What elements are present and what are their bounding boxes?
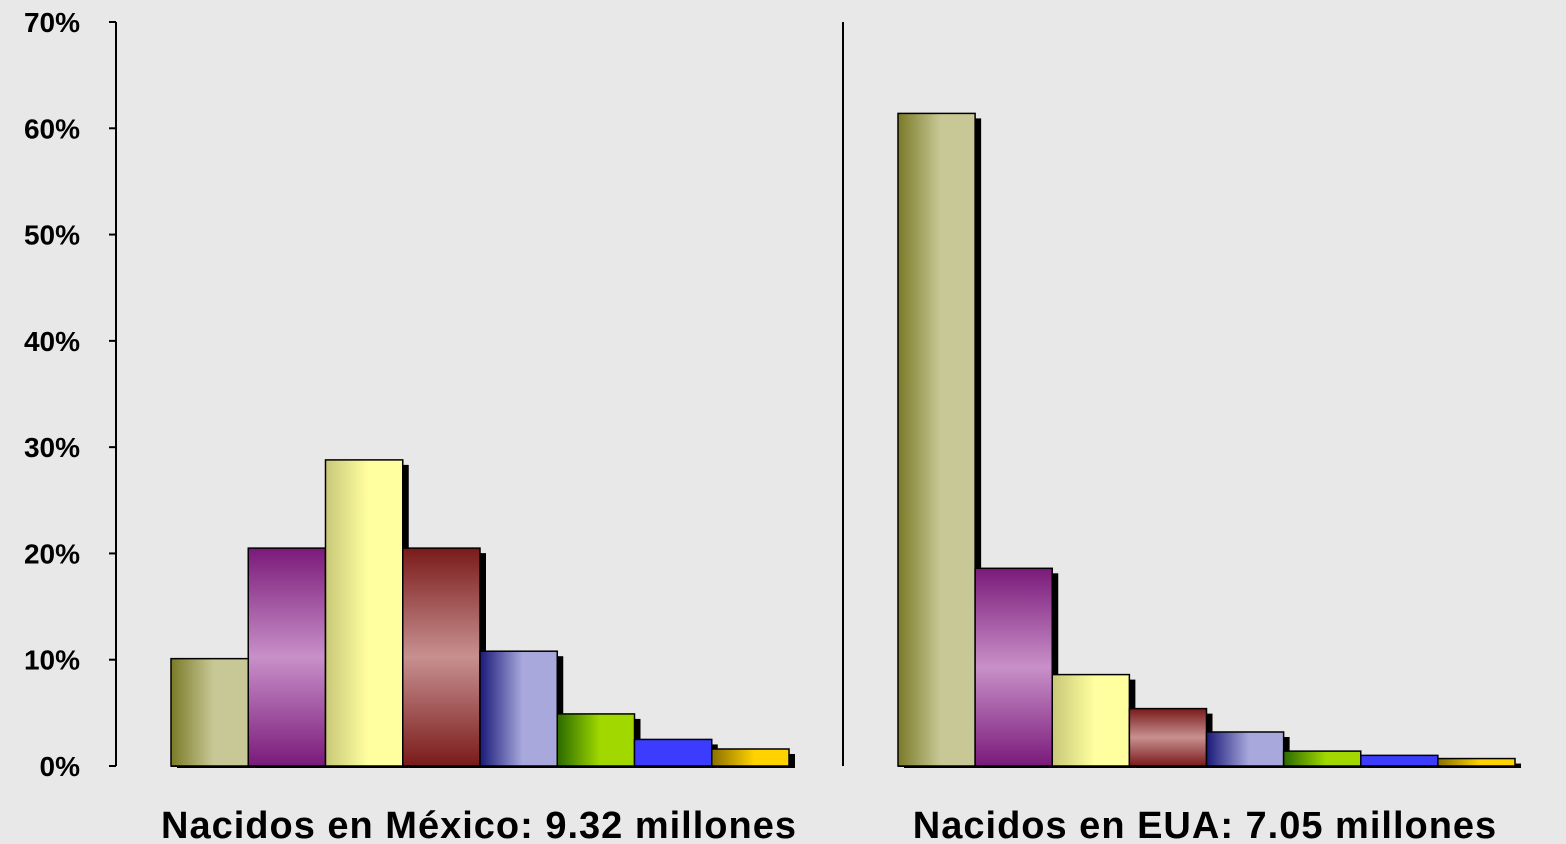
y-tick-label: 70% <box>24 7 80 38</box>
y-tick-label: 30% <box>24 432 80 463</box>
bar-group-1 <box>170 459 795 768</box>
y-tick-label: 60% <box>24 113 80 144</box>
bar <box>633 738 713 767</box>
bar <box>1128 707 1208 767</box>
bar <box>324 459 404 767</box>
bars <box>170 112 1521 769</box>
y-tick-label: 0% <box>40 751 81 782</box>
bar <box>897 112 976 767</box>
y-tick-label: 50% <box>24 220 80 251</box>
bar <box>1051 673 1131 767</box>
bar-group-2 <box>897 112 1521 769</box>
group-label-1: Nacidos en México: 9.32 millones <box>161 805 797 844</box>
bar <box>479 650 558 767</box>
bar <box>1360 754 1439 767</box>
bar <box>974 567 1053 767</box>
bar <box>1437 757 1516 767</box>
bar <box>556 713 636 767</box>
bar <box>170 657 249 767</box>
y-tick-label: 10% <box>24 645 80 676</box>
y-tick-label: 40% <box>24 326 80 357</box>
bar <box>247 547 327 767</box>
bar <box>711 748 790 767</box>
y-tick-label: 20% <box>24 538 80 569</box>
bar <box>1205 731 1285 767</box>
y-axis: 0% 10% 20% 30% 40% 50% 60% 70% <box>24 7 117 782</box>
group-labels: Nacidos en México: 9.32 millones Nacidos … <box>161 805 1497 844</box>
group-label-2: Nacidos en EUA: 7.05 millones <box>913 805 1497 844</box>
bar <box>402 547 481 767</box>
bar <box>1282 750 1362 767</box>
